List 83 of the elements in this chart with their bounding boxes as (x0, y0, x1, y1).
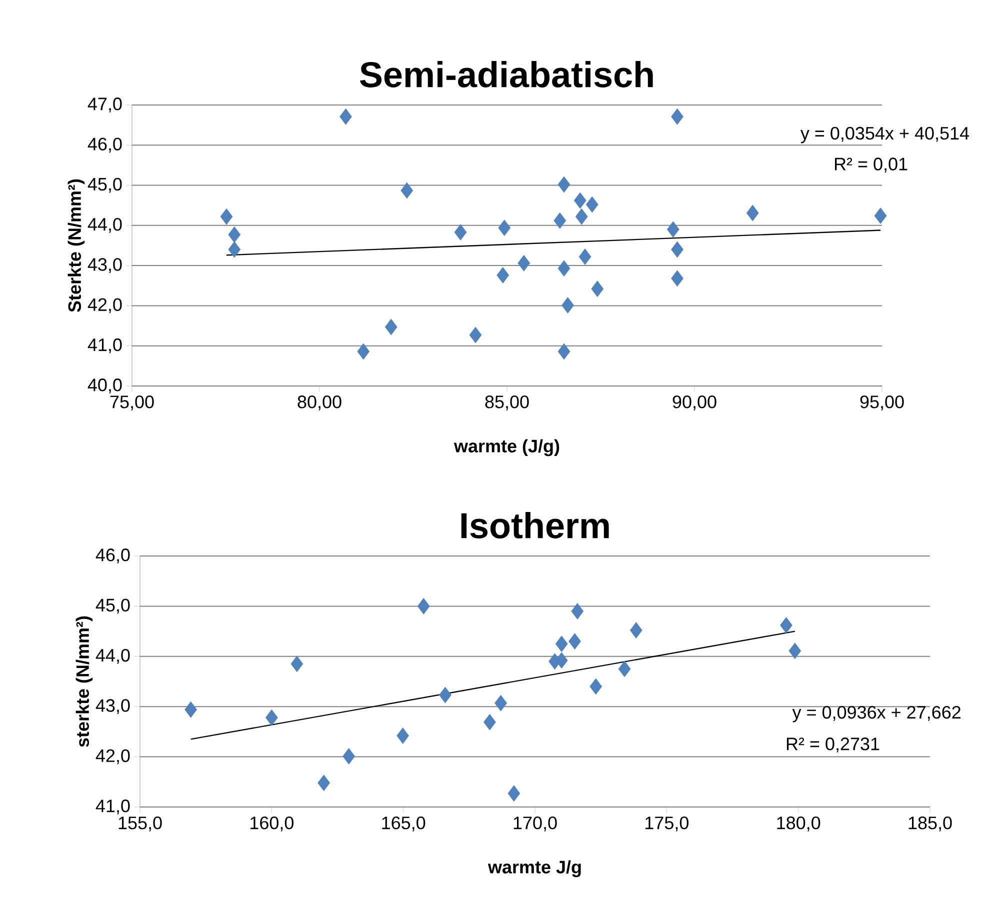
point (518, 254, 530, 272)
annotation: y = 0,0936x + 27,662 (792, 706, 960, 722)
x-tick-label: 180,0 (777, 816, 820, 832)
y-tick-label: 40,0 (88, 378, 122, 394)
point (357, 343, 370, 360)
x-axis-title: warmte J/g (488, 860, 581, 878)
point (671, 108, 684, 125)
point (220, 208, 233, 225)
chart-title: Semi-adiabatisch (360, 61, 653, 88)
point (228, 226, 241, 243)
point (484, 714, 496, 730)
point (469, 326, 482, 344)
point (671, 241, 684, 258)
point (568, 633, 581, 650)
y-tick-label: 43,0 (88, 258, 122, 273)
y-axis-title: sterkte (N/mm²) (76, 616, 93, 747)
point (630, 622, 642, 638)
point (574, 192, 586, 209)
y-tick-label: 44,0 (88, 218, 122, 233)
point (671, 270, 684, 287)
point (562, 297, 574, 314)
x-tick-label: 165,0 (382, 816, 426, 832)
y-tick-label: 43,0 (96, 699, 130, 714)
point (586, 196, 598, 213)
x-tick-label: 85,00 (485, 396, 529, 410)
point (558, 176, 570, 193)
point (874, 208, 887, 224)
point (578, 248, 592, 265)
point (555, 636, 568, 652)
x-axis-title: warmte (J/g) (454, 439, 560, 456)
point (746, 204, 759, 222)
y-tick-label: 44,0 (96, 648, 130, 664)
point (575, 208, 588, 225)
y-tick-label: 42,0 (96, 749, 130, 764)
point (618, 660, 631, 678)
y-axis-title: Sterkte (N/mm²) (68, 179, 85, 312)
annotation: R² = 0,01 (834, 158, 908, 173)
point (396, 728, 410, 744)
point (384, 318, 398, 336)
point (788, 642, 802, 660)
point (780, 617, 792, 634)
y-tick-label: 47,0 (88, 98, 122, 112)
point (590, 678, 602, 695)
point (454, 224, 467, 240)
point (554, 212, 566, 229)
x-tick-label: 155,0 (118, 816, 162, 832)
point (400, 182, 414, 199)
point (498, 220, 511, 236)
y-tick-label: 41,0 (88, 338, 122, 354)
point (666, 221, 680, 238)
point (265, 709, 278, 726)
x-tick-label: 170,0 (514, 816, 557, 832)
x-tick-label: 75,00 (110, 396, 154, 410)
point (340, 108, 352, 125)
point (496, 266, 510, 284)
point (558, 260, 570, 277)
point (417, 598, 430, 614)
chart-title: Isotherm (461, 512, 609, 538)
y-tick-label: 45,0 (96, 598, 130, 614)
annotation: y = 0,0354x + 40,514 (800, 126, 970, 144)
point (290, 656, 304, 672)
x-tick-label: 95,00 (860, 396, 904, 410)
point (184, 701, 198, 718)
point (571, 603, 584, 620)
x-tick-label: 90,00 (672, 396, 716, 410)
point (439, 686, 452, 704)
y-tick-label: 46,0 (88, 138, 122, 153)
point (228, 241, 241, 258)
point (558, 343, 570, 360)
x-tick-label: 185,0 (908, 816, 952, 832)
y-tick-label: 42,0 (88, 298, 122, 314)
x-tick-label: 175,0 (646, 816, 688, 832)
point (318, 774, 330, 792)
x-tick-label: 80,00 (298, 396, 342, 410)
point (342, 748, 356, 764)
x-tick-label: 160,0 (250, 816, 294, 832)
y-tick-label: 41,0 (96, 800, 130, 814)
point (494, 694, 507, 712)
point (508, 785, 520, 802)
y-tick-label: 45,0 (88, 178, 122, 193)
point (591, 280, 604, 298)
annotation: R² = 0,2731 (786, 738, 880, 752)
y-tick-label: 46,0 (96, 548, 130, 564)
